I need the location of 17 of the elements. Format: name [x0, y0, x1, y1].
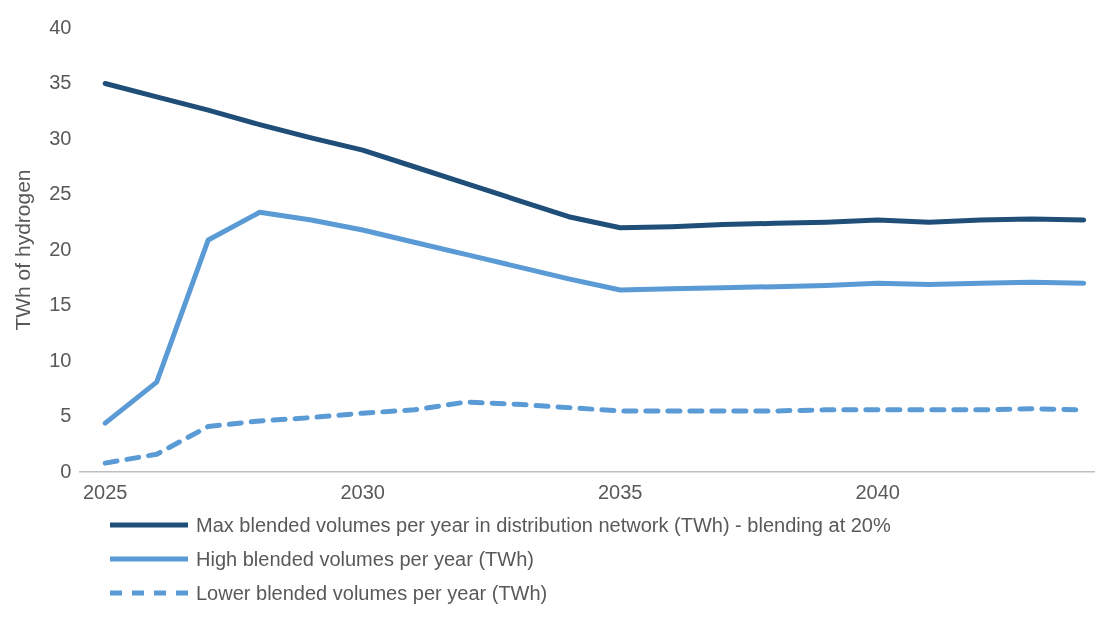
legend-label: High blended volumes per year (TWh) — [196, 547, 534, 571]
y-tick-label: 30 — [49, 126, 72, 149]
y-axis-title: TWh of hydrogen — [11, 169, 35, 331]
y-tick-label: 40 — [49, 15, 72, 38]
y-tick-label: 5 — [60, 404, 72, 427]
x-tick-label: 2030 — [340, 480, 385, 503]
legend-label: Max blended volumes per year in distribution network (TWh) - blending at 20% — [196, 513, 891, 537]
y-tick-label: 35 — [49, 71, 72, 94]
x-tick-label: 2040 — [855, 480, 900, 503]
y-tick-label: 10 — [49, 348, 72, 371]
x-tick-label: 2035 — [597, 480, 643, 503]
x-tick-label: 2025 — [82, 480, 128, 503]
y-tick-label: 20 — [49, 237, 72, 260]
y-tick-label: 25 — [49, 182, 72, 205]
legend-label: Lower blended volumes per year (TWh) — [196, 581, 548, 605]
y-tick-label: 15 — [49, 293, 72, 316]
y-tick-label: 0 — [60, 459, 72, 482]
